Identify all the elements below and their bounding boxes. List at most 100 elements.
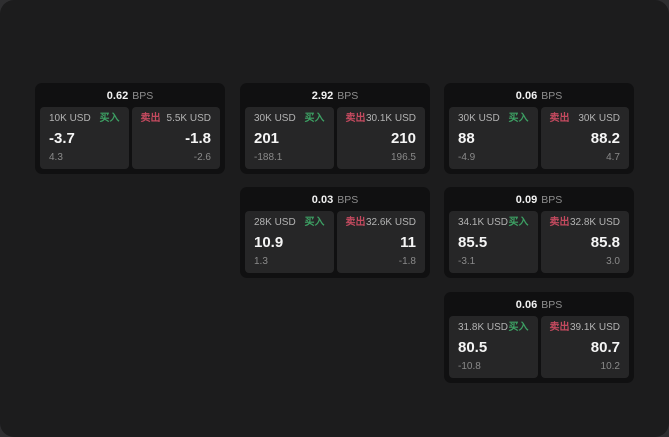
bps-unit-label: BPS [541, 194, 563, 207]
quote-card: 2.92 BPS 30K USD 买入 201 -188.1 卖出 30.1K … [240, 83, 430, 174]
buy-price-value: 201 [254, 130, 280, 147]
sell-amount-label: 5.5K USD [166, 113, 211, 124]
quote-tiles: 31.8K USD 买入 80.5 -10.8 卖出 39.1K USD 80.… [449, 316, 629, 378]
sell-tile-header: 卖出 32.8K USD [550, 218, 621, 228]
buy-price-value: 10.9 [254, 234, 284, 251]
sell-amount-label: 30K USD [578, 113, 620, 124]
buy-tile-header: 30K USD 买入 [458, 114, 529, 124]
bps-unit-label: BPS [337, 90, 359, 103]
buy-quote-tile[interactable]: 31.8K USD 买入 80.5 -10.8 [449, 316, 538, 378]
sell-quote-tile[interactable]: 卖出 30.1K USD 210 196.5 [336, 107, 425, 169]
buy-delta-value: -3.1 [458, 256, 476, 267]
sell-quote-tile[interactable]: 卖出 39.1K USD 80.7 10.2 [540, 316, 629, 378]
quote-tiles: 10K USD 买入 -3.7 4.3 卖出 5.5K USD -1.8 -2.… [40, 107, 220, 169]
bps-value: 2.92 [311, 90, 334, 102]
sell-delta-value: 10.2 [600, 361, 620, 372]
quote-card: 0.06 BPS 31.8K USD 买入 80.5 -10.8 卖出 39.1… [444, 292, 634, 383]
quote-tiles: 30K USD 买入 88 -4.9 卖出 30K USD 88.2 4.7 [449, 107, 629, 169]
buy-tile-header: 28K USD 买入 [254, 218, 325, 228]
sell-tile-header: 卖出 30K USD [550, 114, 621, 124]
buy-side-label: 买入 [508, 113, 529, 124]
sell-quote-tile[interactable]: 卖出 5.5K USD -1.8 -2.6 [131, 107, 220, 169]
buy-side-label: 买入 [99, 113, 120, 124]
buy-delta-value: 1.3 [254, 256, 268, 267]
bps-value: 0.06 [515, 90, 538, 102]
quote-card: 0.62 BPS 10K USD 买入 -3.7 4.3 卖出 5.5K USD… [35, 83, 225, 174]
sell-side-label: 卖出 [549, 322, 570, 333]
sell-amount-label: 32.8K USD [569, 217, 620, 228]
buy-tile-header: 10K USD 买入 [49, 114, 120, 124]
bps-unit-label: BPS [132, 90, 154, 103]
buy-amount-label: 28K USD [254, 217, 296, 228]
sell-price-value: 88.2 [590, 130, 620, 147]
buy-side-label: 买入 [304, 113, 325, 124]
bps-value: 0.06 [515, 299, 538, 311]
bps-header: 0.06 BPS [449, 297, 629, 314]
buy-quote-tile[interactable]: 34.1K USD 买入 85.5 -3.1 [449, 211, 538, 273]
buy-amount-label: 31.8K USD [458, 322, 509, 333]
sell-tile-header: 卖出 39.1K USD [550, 323, 621, 333]
sell-side-label: 卖出 [549, 113, 570, 124]
sell-delta-value: 3.0 [606, 256, 620, 267]
sell-amount-label: 32.6K USD [365, 217, 416, 228]
bps-header: 0.62 BPS [40, 88, 220, 105]
buy-amount-label: 10K USD [49, 113, 91, 124]
sell-tile-header: 卖出 32.6K USD [346, 218, 417, 228]
sell-quote-tile[interactable]: 卖出 32.6K USD 11 -1.8 [336, 211, 425, 273]
buy-amount-label: 30K USD [458, 113, 500, 124]
buy-delta-value: -188.1 [254, 152, 283, 163]
sell-side-label: 卖出 [549, 217, 570, 228]
sell-tile-header: 卖出 30.1K USD [346, 114, 417, 124]
bps-unit-label: BPS [337, 194, 359, 207]
buy-price-value: 88 [458, 130, 475, 147]
buy-delta-value: -10.8 [458, 361, 481, 372]
sell-price-value: 85.8 [590, 234, 620, 251]
bps-unit-label: BPS [541, 299, 563, 312]
buy-amount-label: 30K USD [254, 113, 296, 124]
buy-side-label: 买入 [508, 322, 529, 333]
buy-side-label: 买入 [304, 217, 325, 228]
bps-header: 0.06 BPS [449, 88, 629, 105]
buy-tile-header: 31.8K USD 买入 [458, 323, 529, 333]
sell-price-value: -1.8 [185, 130, 211, 147]
buy-side-label: 买入 [508, 217, 529, 228]
sell-quote-tile[interactable]: 卖出 32.8K USD 85.8 3.0 [540, 211, 629, 273]
bps-value: 0.62 [106, 90, 129, 102]
sell-amount-label: 39.1K USD [569, 322, 620, 333]
quote-card: 0.03 BPS 28K USD 买入 10.9 1.3 卖出 32.6K US… [240, 187, 430, 278]
buy-price-value: -3.7 [49, 130, 75, 147]
quote-tiles: 34.1K USD 买入 85.5 -3.1 卖出 32.8K USD 85.8… [449, 211, 629, 273]
bps-header: 0.09 BPS [449, 192, 629, 209]
buy-quote-tile[interactable]: 30K USD 买入 201 -188.1 [245, 107, 334, 169]
sell-tile-header: 卖出 5.5K USD [141, 114, 212, 124]
buy-delta-value: 4.3 [49, 152, 63, 163]
sell-quote-tile[interactable]: 卖出 30K USD 88.2 4.7 [540, 107, 629, 169]
buy-amount-label: 34.1K USD [458, 217, 509, 228]
sell-side-label: 卖出 [345, 217, 366, 228]
buy-price-value: 80.5 [458, 339, 488, 356]
sell-delta-value: -1.8 [398, 256, 416, 267]
bps-header: 2.92 BPS [245, 88, 425, 105]
sell-delta-value: 196.5 [390, 152, 416, 163]
sell-price-value: 210 [390, 130, 416, 147]
buy-delta-value: -4.9 [458, 152, 476, 163]
quote-card: 0.09 BPS 34.1K USD 买入 85.5 -3.1 卖出 32.8K… [444, 187, 634, 278]
buy-quote-tile[interactable]: 10K USD 买入 -3.7 4.3 [40, 107, 129, 169]
sell-price-value: 11 [400, 234, 416, 251]
bps-unit-label: BPS [541, 90, 563, 103]
bps-value: 0.09 [515, 194, 538, 206]
buy-quote-tile[interactable]: 30K USD 买入 88 -4.9 [449, 107, 538, 169]
sell-side-label: 卖出 [345, 113, 366, 124]
quote-tiles: 28K USD 买入 10.9 1.3 卖出 32.6K USD 11 -1.8 [245, 211, 425, 273]
sell-price-value: 80.7 [590, 339, 620, 356]
bps-header: 0.03 BPS [245, 192, 425, 209]
buy-tile-header: 30K USD 买入 [254, 114, 325, 124]
quote-card: 0.06 BPS 30K USD 买入 88 -4.9 卖出 30K USD 8… [444, 83, 634, 174]
bps-value: 0.03 [311, 194, 334, 206]
sell-side-label: 卖出 [140, 113, 161, 124]
sell-amount-label: 30.1K USD [365, 113, 416, 124]
buy-quote-tile[interactable]: 28K USD 买入 10.9 1.3 [245, 211, 334, 273]
buy-price-value: 85.5 [458, 234, 488, 251]
